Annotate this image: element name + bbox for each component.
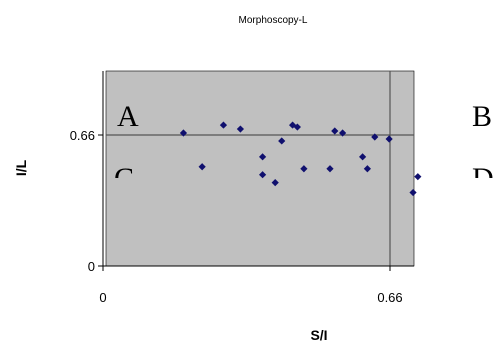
data-point — [331, 127, 339, 135]
data-point — [363, 165, 371, 173]
y-axis-label: I/L — [13, 159, 29, 176]
data-point — [278, 137, 286, 145]
x-axis-label: S/I — [310, 327, 327, 343]
data-point — [326, 165, 334, 173]
data-point — [179, 129, 188, 137]
data-point — [258, 153, 267, 161]
quadrant-label-d-clip: D — [472, 166, 500, 178]
quadrant-label-c: C — [114, 166, 134, 178]
data-point — [271, 179, 279, 187]
data-point — [293, 123, 301, 131]
data-point — [371, 133, 379, 141]
quadrant-label-c-clip: C — [114, 166, 154, 178]
plot-area — [105, 70, 415, 267]
x-tick-label: 0 — [99, 290, 106, 305]
quadrant-label-d: D — [472, 166, 494, 178]
data-point — [339, 129, 347, 137]
quadrant-label-b: B — [472, 100, 492, 133]
data-point — [219, 121, 228, 129]
data-point — [300, 165, 308, 173]
x-tick-label: 0.66 — [377, 290, 402, 305]
data-point — [385, 135, 393, 143]
y-tick-label: 0.66 — [70, 128, 95, 143]
data-point — [409, 188, 417, 197]
data-point — [359, 153, 367, 161]
chart-title: Morphoscopy-L — [239, 15, 308, 26]
quadrant-label-a: A — [117, 100, 139, 133]
data-point — [236, 125, 245, 133]
y-tick-label: 0 — [88, 259, 95, 274]
data-point — [414, 173, 422, 181]
data-point — [258, 171, 267, 179]
data-point — [198, 163, 206, 171]
